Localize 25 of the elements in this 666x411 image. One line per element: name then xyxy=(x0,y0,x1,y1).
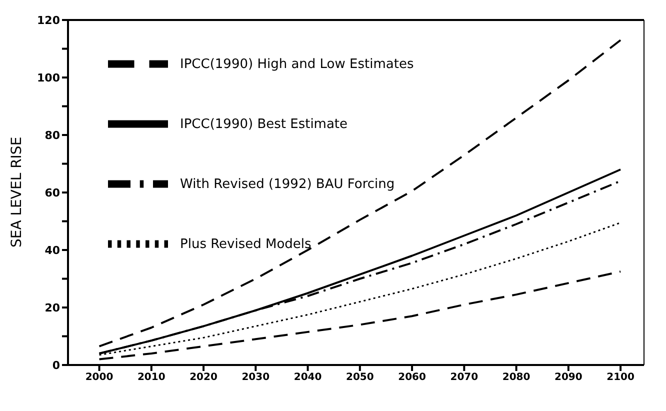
y-tick-label: 60 xyxy=(44,186,60,200)
line-series xyxy=(98,270,622,360)
x-tick-label: 2050 xyxy=(346,372,374,384)
y-tick-label: 20 xyxy=(44,301,60,314)
x-tick-label: 2060 xyxy=(398,372,426,384)
legend-label: Plus Revised Models xyxy=(180,236,312,252)
y-tick-label: 40 xyxy=(44,244,60,257)
y-tick-label: 100 xyxy=(37,71,60,84)
x-tick-label: 2020 xyxy=(190,372,218,384)
x-tick-label: 2030 xyxy=(242,372,270,384)
x-tick-label: 2080 xyxy=(502,372,530,384)
legend-label: IPCC(1990) Best Estimate xyxy=(180,116,348,132)
x-tick-label: 2040 xyxy=(294,372,322,384)
x-tick-label: 2070 xyxy=(450,372,478,384)
x-tick-label: 2090 xyxy=(554,372,582,384)
x-tick-label: 2000 xyxy=(85,372,114,384)
y-axis-title: SEA LEVEL RISE xyxy=(8,136,25,248)
x-tick-label: 2100 xyxy=(606,372,634,384)
line-series xyxy=(98,39,622,348)
y-tick-label: 120 xyxy=(37,14,60,27)
legend-label: IPCC(1990) High and Low Estimates xyxy=(180,56,414,72)
y-tick-label: 80 xyxy=(44,128,60,142)
x-tick-label: 2010 xyxy=(137,372,166,384)
legend-label: With Revised (1992) BAU Forcing xyxy=(180,176,395,192)
y-tick-label: 0 xyxy=(52,358,60,372)
